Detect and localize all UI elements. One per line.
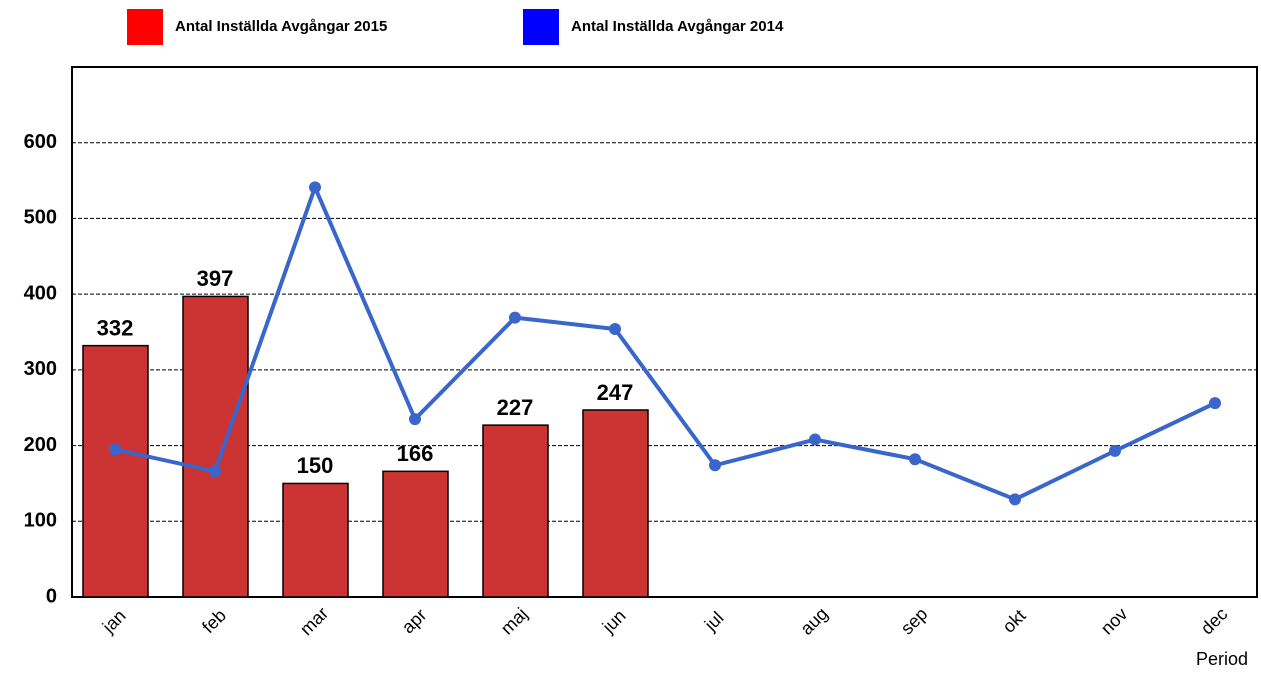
line-point <box>309 181 321 194</box>
y-tick-label: 600 <box>24 131 57 153</box>
x-tick-label: jun <box>598 606 630 638</box>
line-point <box>809 433 821 446</box>
bar <box>382 470 449 598</box>
x-tick-label: aug <box>796 603 831 638</box>
line-point <box>509 311 521 324</box>
data-label: 397 <box>197 266 234 291</box>
data-label: 150 <box>297 453 334 478</box>
y-tick-label: 200 <box>24 434 57 456</box>
x-tick-label: okt <box>999 606 1030 637</box>
x-tick-label: mar <box>296 603 332 639</box>
x-tick-label: feb <box>198 605 230 637</box>
line-point <box>409 413 421 426</box>
line <box>114 181 1216 502</box>
line-point <box>609 322 621 335</box>
bar <box>282 482 349 598</box>
data-label: 247 <box>597 380 634 405</box>
line-point <box>109 443 121 456</box>
y-tick-label: 300 <box>24 358 57 380</box>
y-tick-label: 0 <box>46 585 57 607</box>
x-tick-label: maj <box>497 604 532 639</box>
x-tick-label: jul <box>700 608 728 636</box>
bar <box>182 295 249 598</box>
legend-swatch <box>523 9 559 45</box>
legend-label: Antal Inställda Avgångar 2015 <box>175 18 387 35</box>
data-label: 332 <box>97 315 134 340</box>
y-tick-label: 500 <box>24 207 57 229</box>
line-point <box>1209 397 1221 410</box>
data-label: 166 <box>397 441 434 466</box>
bar <box>582 409 649 598</box>
x-tick-label: nov <box>1097 604 1132 639</box>
legend-label: Antal Inställda Avgångar 2014 <box>571 18 784 35</box>
bar <box>82 344 149 598</box>
x-tick-label: dec <box>1197 604 1232 639</box>
x-tick-label: jan <box>98 606 130 638</box>
plot-frame <box>71 66 1258 598</box>
x-tick-label: apr <box>398 605 431 638</box>
line-point <box>1009 493 1021 506</box>
x-tick-label: sep <box>897 604 932 639</box>
line-point <box>709 459 721 472</box>
line-point <box>209 465 221 478</box>
y-tick-label: 100 <box>24 510 57 532</box>
line-point <box>1109 444 1121 457</box>
x-axis-label: Period <box>1196 649 1248 669</box>
line-point <box>909 453 921 466</box>
data-label: 227 <box>497 395 534 420</box>
y-tick-label: 400 <box>24 282 57 304</box>
legend-swatch <box>127 9 163 45</box>
bar <box>482 424 549 598</box>
